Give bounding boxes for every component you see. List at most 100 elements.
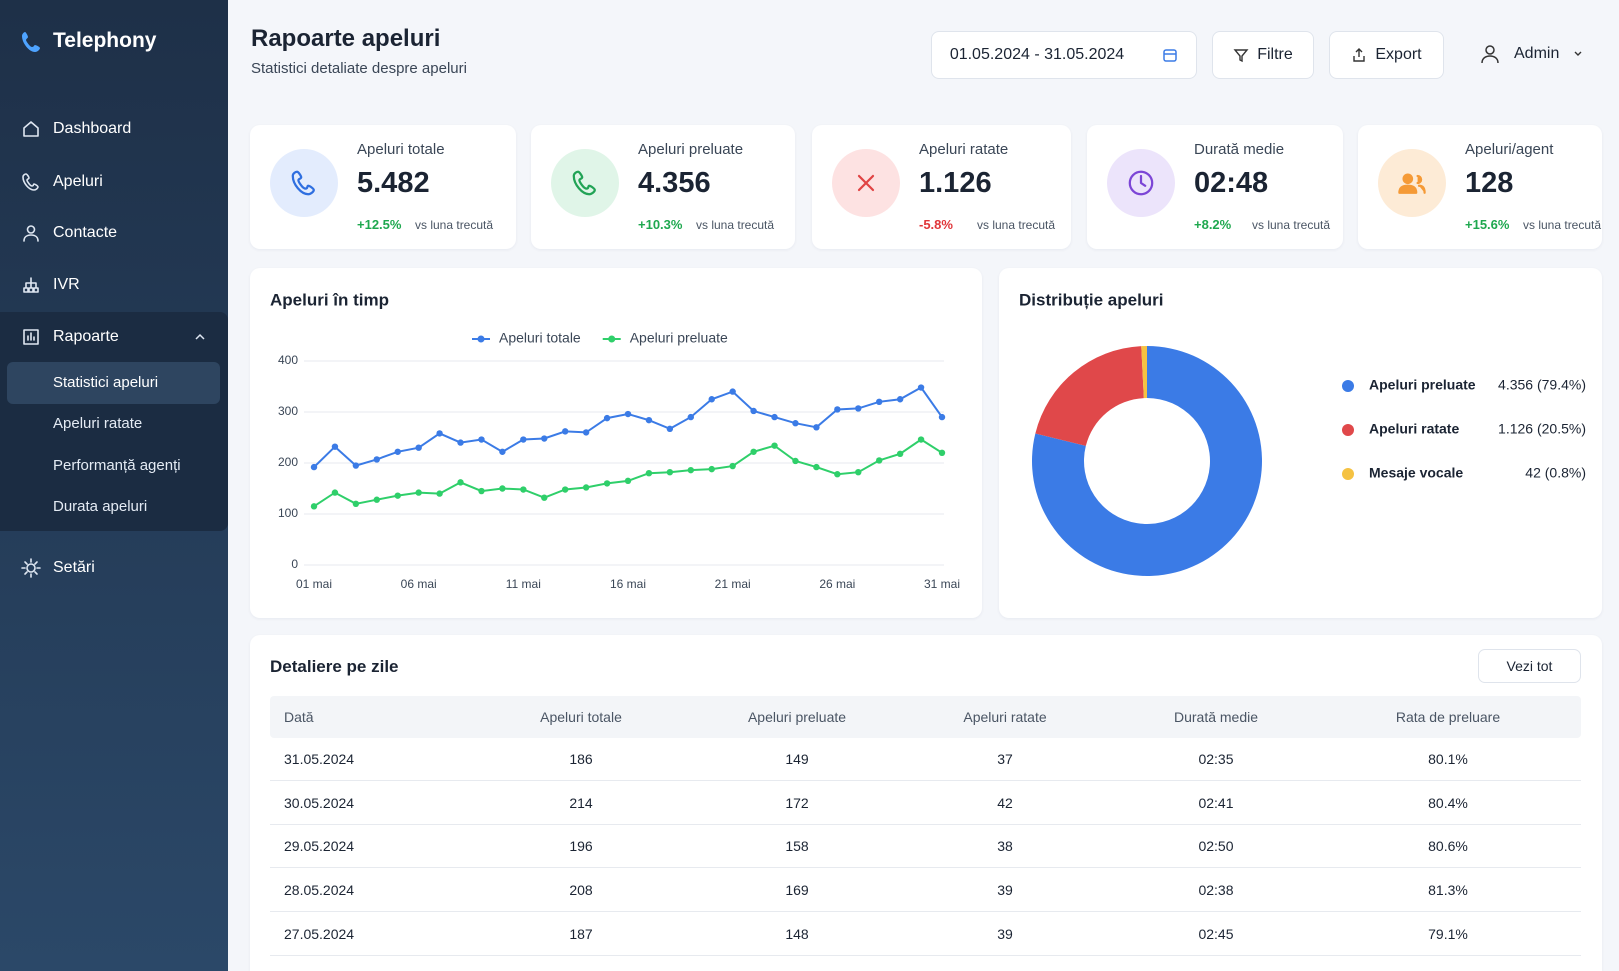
point <box>373 496 380 503</box>
y-tick-label: 400 <box>278 353 298 367</box>
submenu-item[interactable]: Statistici apeluri <box>53 374 159 391</box>
x-tick-label: 01 mai <box>296 577 332 591</box>
kpi-card: Apeluri totale 5.482 +12.5% vs luna trecută <box>250 125 516 249</box>
table-cell: 02:45 <box>1198 925 1234 942</box>
row-divider <box>270 823 1581 825</box>
submenu-item[interactable]: Durata apeluri <box>53 498 148 515</box>
x-tick-label: 31 mai <box>924 577 960 591</box>
point <box>896 450 904 458</box>
point <box>624 477 632 485</box>
y-tick-label: 100 <box>278 506 298 520</box>
filter-icon <box>1233 49 1249 63</box>
view-all-button[interactable]: Vezi tot <box>1478 649 1581 683</box>
table-cell: 28.05.2024 <box>284 882 355 899</box>
point <box>499 448 506 455</box>
point <box>750 448 757 455</box>
line-chart: Apeluri în timp 0 100 200 300 400 01 mai 06 mai… <box>270 290 960 591</box>
icon-shape <box>23 277 39 293</box>
page-title: Rapoarte apeluri <box>251 25 441 52</box>
icon-shape <box>23 225 39 242</box>
calendar-icon <box>1163 49 1177 62</box>
y-tick-label: 200 <box>278 455 298 469</box>
point <box>415 444 422 451</box>
nav-group <box>0 312 228 531</box>
point <box>352 500 360 507</box>
point <box>771 442 778 449</box>
point <box>352 462 360 469</box>
table-cell: 27.05.2024 <box>284 925 355 942</box>
kpi-card: Apeluri preluate 4.356 +10.3% vs luna trecu… <box>531 125 795 249</box>
icon <box>23 329 39 345</box>
chart-title: Distribuție apeluri <box>1019 290 1164 309</box>
legend-label: Apeluri ratate <box>1369 421 1459 437</box>
point <box>331 443 339 450</box>
user-menu[interactable]: Admin <box>1480 44 1583 64</box>
x-tick-label: 06 mai <box>401 577 437 591</box>
point <box>938 449 946 456</box>
filters-button[interactable]: Filtre <box>1212 31 1314 79</box>
nav-item[interactable]: Contacte <box>53 224 118 241</box>
icon <box>23 277 39 293</box>
point <box>708 465 715 473</box>
point <box>917 436 925 443</box>
row-divider <box>270 867 1581 869</box>
point <box>541 435 548 442</box>
table-cell: 148 <box>785 925 809 942</box>
submenu-item[interactable]: Performanță agenți <box>53 457 181 474</box>
icon-shape <box>21 558 41 578</box>
point <box>582 429 590 436</box>
kpi-icon-bg <box>270 149 338 217</box>
kpi-delta: +8.2% <box>1194 217 1232 232</box>
nav-item[interactable]: IVR <box>53 276 80 293</box>
table-cell: 02:38 <box>1198 882 1234 899</box>
nav-item[interactable]: Apeluri <box>53 173 103 190</box>
point <box>645 470 653 477</box>
submenu-item[interactable]: Apeluri ratate <box>53 415 143 432</box>
brand: Telephony <box>53 29 157 52</box>
icon-shape <box>1128 170 1154 196</box>
kpi-label: Apeluri ratate <box>919 141 1009 158</box>
kpi-card: Apeluri/agent 128 +15.6% vs luna trecută <box>1358 125 1602 249</box>
donut-slice <box>1032 346 1262 576</box>
icon <box>291 170 315 196</box>
legend-value: 42 (0.8%) <box>1525 465 1586 481</box>
point <box>603 480 611 487</box>
point <box>855 405 862 412</box>
donut-slice <box>1035 346 1144 446</box>
kpi-icon-bg <box>551 149 619 217</box>
nav-item[interactable]: Dashboard <box>53 120 132 137</box>
kpi-value: 5.482 <box>357 167 430 199</box>
user-name: Admin <box>1514 45 1560 62</box>
column-header: Apeluri totale <box>540 709 622 725</box>
nav-item[interactable]: Rapoarte <box>53 328 119 345</box>
point <box>582 484 590 491</box>
date-picker[interactable]: 01.05.2024 - 31.05.2024 <box>931 31 1197 79</box>
donut-card: Distribuție apeluri Apeluri preluate 4.356… <box>999 268 1602 618</box>
export-button[interactable]: Export <box>1329 31 1444 79</box>
kpi-value: 4.356 <box>638 167 711 199</box>
point <box>855 468 862 476</box>
chevron-shape <box>195 333 205 340</box>
point <box>876 398 883 405</box>
icon-shape <box>22 173 39 191</box>
icon <box>572 170 596 196</box>
nav-item[interactable]: Setări <box>53 559 95 576</box>
point <box>708 396 715 403</box>
table-cell: 79.1% <box>1428 925 1468 942</box>
kpi-delta: +12.5% <box>357 217 402 232</box>
table-cell: 196 <box>569 838 593 855</box>
icon-shape <box>291 170 315 196</box>
table-cell: 80.6% <box>1428 838 1468 855</box>
point <box>457 439 464 446</box>
table-header-bg <box>270 696 1581 738</box>
kpi-note: vs luna trecută <box>1252 218 1331 232</box>
table-card: Detaliere pe zile Vezi tot Dată Apeluri tot… <box>250 635 1602 971</box>
table-cell: 186 <box>569 751 593 767</box>
legend-label: Apeluri totale <box>499 330 581 346</box>
kpi-value: 1.126 <box>919 167 992 199</box>
table-cell: 02:50 <box>1198 838 1234 855</box>
point <box>938 413 946 421</box>
table-cell: 39 <box>997 882 1013 899</box>
table-cell: 37 <box>997 751 1013 767</box>
